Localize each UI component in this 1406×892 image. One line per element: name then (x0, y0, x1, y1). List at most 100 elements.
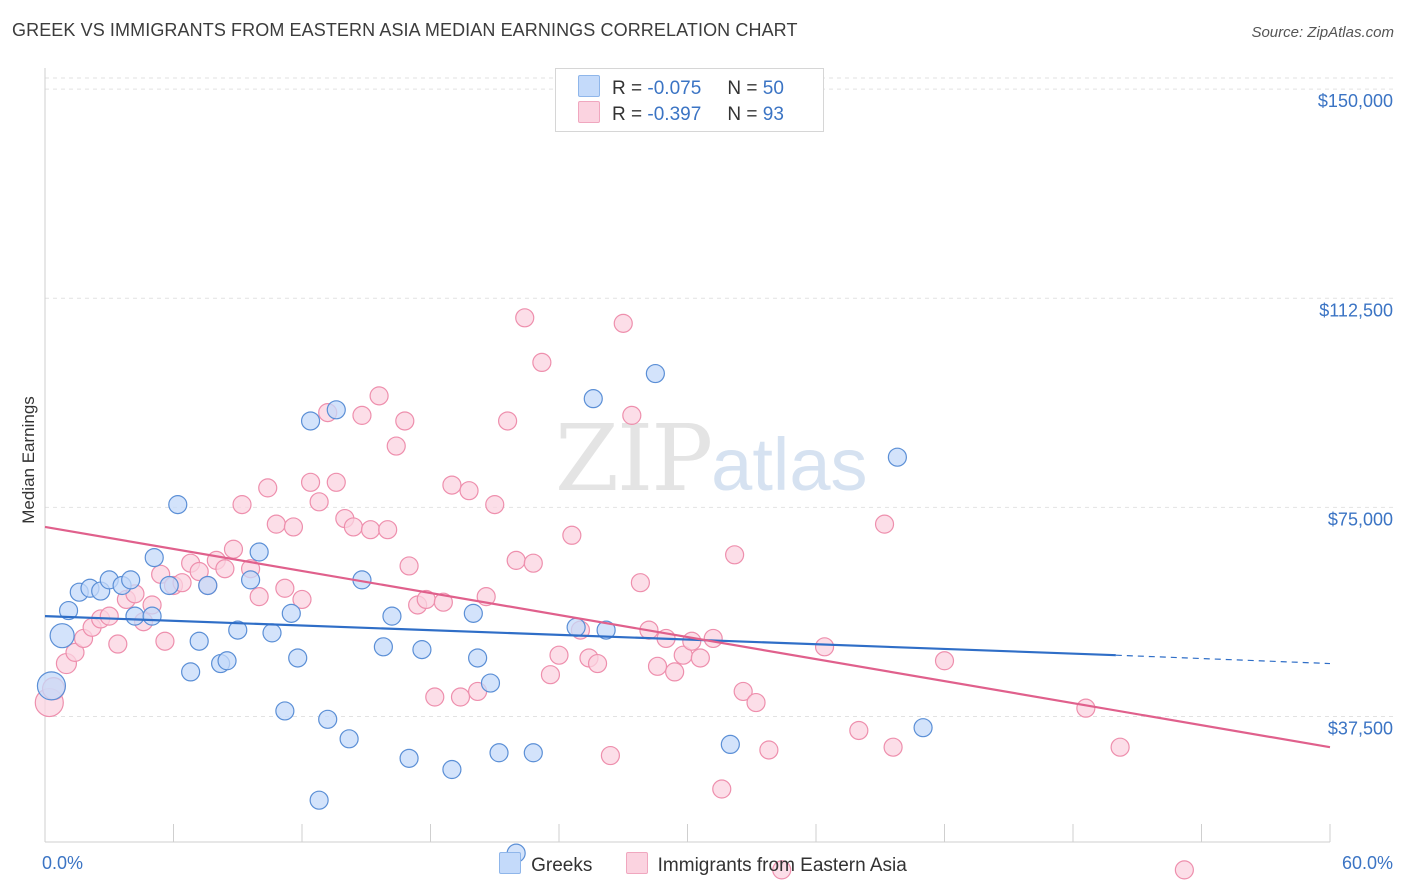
point-greeks (596, 620, 616, 640)
source-credit: Source: ZipAtlas.com (1251, 24, 1394, 41)
point-greeks (382, 606, 402, 626)
point-greeks (399, 748, 419, 768)
trend-line-greeks-extension (1115, 654, 1331, 665)
point-greeks (468, 648, 488, 668)
point-immigrants (506, 550, 526, 570)
legend-n-label: N = (727, 78, 758, 99)
point-immigrants (647, 656, 668, 676)
point-greeks (144, 547, 164, 568)
point-immigrants (395, 411, 415, 431)
legend-swatch-greeks (578, 75, 600, 97)
point-immigrants (155, 631, 175, 651)
point-immigrants (485, 495, 505, 515)
point-immigrants (189, 561, 209, 582)
y-tick-label: $75,000 (1328, 509, 1393, 529)
point-immigrants (523, 553, 543, 573)
point-immigrants (690, 648, 710, 668)
point-immigrants (759, 740, 779, 760)
axis-labels: $37,500 $75,000 $112,500 $150,000 0.0% 60.0% M… (19, 91, 1393, 873)
point-greeks (36, 671, 67, 701)
point-greeks (887, 447, 907, 467)
point-immigrants (1076, 698, 1096, 718)
series-label-greeks: Greeks (531, 855, 593, 876)
point-greeks (720, 734, 740, 755)
point-immigrants (883, 737, 903, 757)
point-greeks (480, 673, 501, 693)
point-greeks (159, 575, 179, 596)
point-greeks (181, 662, 201, 682)
point-immigrants (814, 637, 835, 657)
point-immigrants (630, 573, 650, 593)
point-immigrants (442, 475, 462, 495)
point-immigrants (549, 645, 569, 665)
point-greeks (58, 600, 79, 621)
point-greeks (189, 631, 209, 651)
point-immigrants (746, 692, 766, 713)
point-immigrants (65, 642, 85, 662)
point-immigrants (498, 411, 518, 431)
point-greeks (583, 389, 603, 409)
point-greeks (463, 603, 483, 623)
point-immigrants (532, 352, 552, 373)
series-swatch-immigrants (625, 852, 648, 874)
point-immigrants (292, 589, 312, 610)
point-greeks (228, 620, 248, 640)
point-greeks (262, 623, 282, 643)
point-immigrants (425, 687, 445, 707)
point-immigrants (562, 525, 582, 545)
point-immigrants (360, 520, 381, 540)
point-greeks (645, 363, 665, 384)
point-immigrants (433, 592, 453, 612)
point-immigrants (613, 313, 633, 333)
point-immigrants (309, 492, 329, 512)
point-greeks (125, 606, 145, 626)
x-tick-label-min: 0.0% (42, 853, 83, 873)
point-immigrants (249, 587, 269, 607)
point-greeks (412, 640, 432, 660)
legend-r-label: R = (612, 104, 643, 125)
x-tick-label-max: 60.0% (1342, 853, 1393, 873)
grid-lines (45, 77, 1395, 718)
legend-r-value-greeks: -0.075 (647, 78, 702, 99)
point-immigrants (772, 860, 792, 880)
point-immigrants (343, 517, 363, 537)
legend-n-value-greeks: 50 (762, 78, 784, 99)
point-greeks (281, 603, 301, 623)
point-immigrants (266, 514, 286, 534)
point-greeks (168, 495, 188, 515)
legend-row-immigrants: R = -0.397 N = 93 (578, 101, 784, 127)
point-greeks (523, 743, 543, 763)
legend-n-value-immigrants: 93 (762, 104, 784, 125)
legend-swatch-immigrants (578, 101, 600, 123)
point-immigrants (283, 517, 304, 537)
point-immigrants (1174, 860, 1194, 880)
point-immigrants (665, 662, 685, 682)
point-immigrants (215, 559, 235, 579)
trend-line-greeks (44, 615, 1116, 657)
series-legend-immigrants: Immigrants from Eastern Asia (625, 852, 907, 877)
point-immigrants (378, 520, 398, 540)
point-immigrants (515, 308, 535, 328)
series-label-immigrants: Immigrants from Eastern Asia (657, 855, 907, 876)
series-legend: Greeks Immigrants from Eastern Asia (0, 852, 1406, 877)
point-greeks (318, 709, 338, 729)
series-legend-greeks: Greeks (499, 852, 592, 877)
point-immigrants (99, 606, 119, 626)
point-greeks (121, 570, 141, 590)
trend-lines (44, 525, 1331, 749)
point-immigrants (540, 665, 561, 685)
point-immigrants (369, 386, 389, 406)
point-greeks (309, 790, 329, 810)
point-immigrants (733, 681, 753, 702)
point-immigrants (849, 720, 869, 741)
point-immigrants (232, 495, 252, 515)
legend-r-value-immigrants: -0.397 (647, 104, 702, 125)
point-immigrants (275, 578, 295, 598)
correlation-legend: R = -0.075 N = 50 R = -0.397 N = 93 (555, 68, 824, 132)
series-swatch-greeks (499, 852, 522, 874)
point-greeks (300, 411, 321, 431)
point-greeks (373, 637, 393, 657)
point-greeks (275, 701, 295, 721)
point-greeks (249, 542, 269, 562)
